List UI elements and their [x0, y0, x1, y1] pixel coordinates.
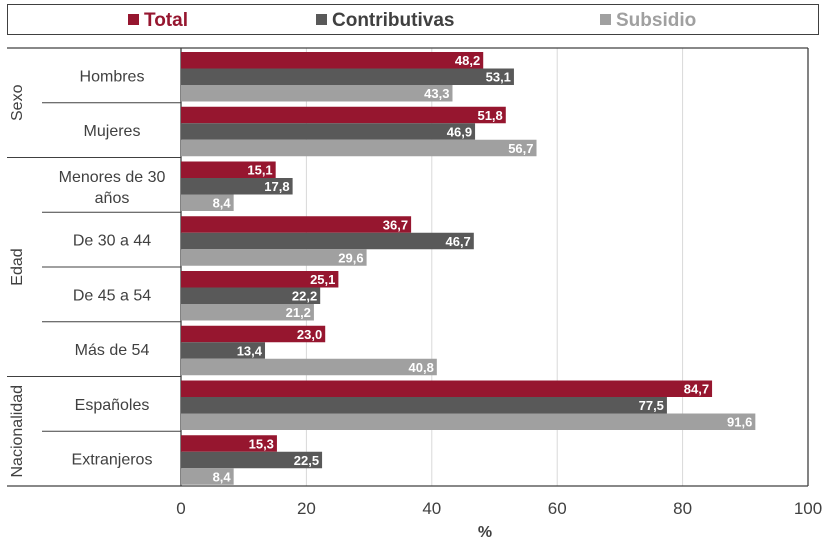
bar-contributivas-hombres — [181, 68, 514, 85]
data-label-subsidio-mas-de-54: 40,8 — [409, 360, 434, 375]
bar-total-extranjeros — [181, 435, 277, 452]
data-label-total-de-45-a-54: 25,1 — [310, 272, 335, 287]
bar-contributivas-espanoles — [181, 397, 667, 414]
data-label-subsidio-menores-de-30-anos: 8,4 — [213, 196, 232, 211]
data-label-contributivas-espanoles: 77,5 — [639, 398, 664, 413]
bar-contributivas-menores-de-30-anos — [181, 178, 293, 195]
bar-subsidio-de-45-a-54 — [181, 304, 314, 321]
bar-subsidio-mas-de-54 — [181, 358, 437, 376]
data-label-total-extranjeros: 15,3 — [249, 436, 274, 451]
legend-swatch-total — [128, 14, 139, 25]
data-label-contributivas-hombres: 53,1 — [486, 70, 511, 85]
bar-contributivas-extranjeros — [181, 451, 323, 469]
data-label-contributivas-mujeres: 46,9 — [447, 124, 472, 139]
x-tick-label-40: 40 — [422, 499, 441, 518]
category-label-mas-de-54: Más de 54 — [75, 342, 150, 359]
data-label-total-mujeres: 51,8 — [477, 108, 502, 123]
category-label-de-30-a-44: De 30 a 44 — [73, 233, 151, 250]
data-label-total-hombres: 48,2 — [455, 53, 480, 68]
data-label-contributivas-de-45-a-54: 22,2 — [292, 289, 317, 304]
legend-item-contributivas: Contributivas — [316, 5, 454, 36]
data-label-subsidio-extranjeros: 8,4 — [213, 469, 232, 484]
bar-total-espanoles — [181, 380, 713, 397]
category-label-espanoles: Españoles — [75, 397, 150, 414]
bar-subsidio-mujeres — [181, 139, 537, 157]
data-label-subsidio-hombres: 43,3 — [424, 86, 449, 101]
legend-item-total: Total — [128, 5, 188, 36]
data-label-contributivas-de-30-a-44: 46,7 — [445, 234, 470, 249]
data-label-total-menores-de-30-anos: 15,1 — [247, 163, 272, 178]
category-label-extranjeros: Extranjeros — [72, 452, 153, 469]
legend-swatch-subsidio — [600, 14, 611, 25]
bar-total-hombres — [181, 52, 484, 69]
legend-label-total: Total — [144, 10, 188, 31]
data-label-total-de-30-a-44: 36,7 — [383, 217, 408, 232]
data-label-subsidio-de-45-a-54: 21,2 — [286, 305, 311, 320]
legend: Total Contributivas Subsidio — [7, 4, 819, 35]
group-label-sexo: Sexo — [9, 84, 26, 121]
bar-total-de-45-a-54 — [181, 271, 339, 288]
bar-contributivas-de-30-a-44 — [181, 232, 474, 250]
legend-label-contributivas: Contributivas — [332, 10, 455, 31]
bar-subsidio-menores-de-30-anos — [181, 194, 234, 211]
category-label-menores-de-30-anos: Menores de 30 años — [59, 169, 166, 207]
data-label-total-mas-de-54: 23,0 — [297, 327, 322, 342]
x-tick-label-80: 80 — [673, 499, 692, 518]
legend-label-subsidio: Subsidio — [616, 10, 697, 31]
data-label-subsidio-mujeres: 56,7 — [508, 141, 533, 156]
category-label-mujeres: Mujeres — [84, 123, 141, 140]
bar-subsidio-espanoles — [181, 413, 756, 430]
data-label-subsidio-de-30-a-44: 29,6 — [338, 250, 363, 265]
bar-contributivas-mujeres — [181, 123, 476, 140]
data-label-subsidio-espanoles: 91,6 — [727, 415, 752, 430]
x-tick-label-20: 20 — [297, 499, 316, 518]
data-label-total-espanoles: 84,7 — [684, 382, 709, 397]
group-label-edad: Edad — [9, 248, 26, 285]
x-tick-label-0: 0 — [176, 499, 185, 518]
category-label-hombres: Hombres — [80, 68, 145, 85]
legend-swatch-contributivas — [316, 14, 327, 25]
bar-total-menores-de-30-anos — [181, 161, 276, 178]
data-label-contributivas-mas-de-54: 13,4 — [237, 343, 263, 358]
data-label-contributivas-extranjeros: 22,5 — [294, 453, 319, 468]
x-tick-label-100: 100 — [794, 499, 822, 518]
bar-contributivas-de-45-a-54 — [181, 287, 321, 304]
group-label-nacionalidad: Nacionalidad — [9, 385, 26, 478]
data-label-contributivas-menores-de-30-anos: 17,8 — [264, 179, 289, 194]
bar-subsidio-de-30-a-44 — [181, 249, 367, 266]
bar-subsidio-extranjeros — [181, 468, 234, 485]
bar-contributivas-mas-de-54 — [181, 342, 266, 359]
bar-subsidio-hombres — [181, 85, 453, 102]
x-tick-label-60: 60 — [548, 499, 567, 518]
bar-total-mas-de-54 — [181, 325, 326, 343]
x-axis-title: % — [478, 524, 492, 541]
legend-item-subsidio: Subsidio — [600, 5, 696, 36]
bar-total-de-30-a-44 — [181, 216, 412, 233]
bar-total-mujeres — [181, 106, 506, 124]
category-label-de-45-a-54: De 45 a 54 — [73, 287, 151, 304]
